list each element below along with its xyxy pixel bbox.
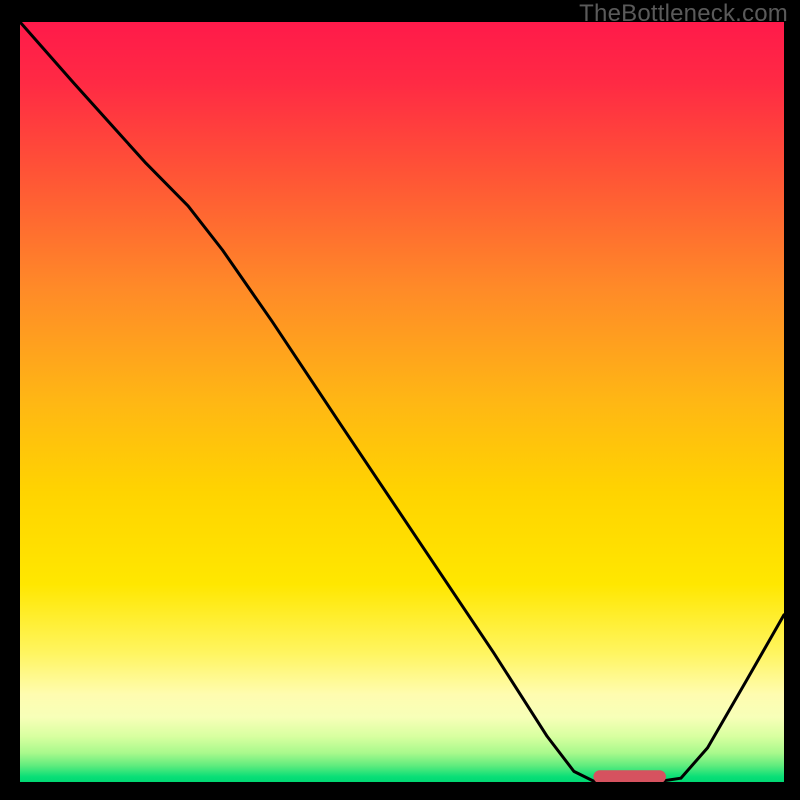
watermark-text: TheBottleneck.com (579, 0, 788, 28)
chart-overlay-svg (20, 22, 784, 782)
bottleneck-curve (20, 22, 784, 782)
optimal-range-marker (593, 770, 666, 782)
chart-container (20, 22, 784, 782)
